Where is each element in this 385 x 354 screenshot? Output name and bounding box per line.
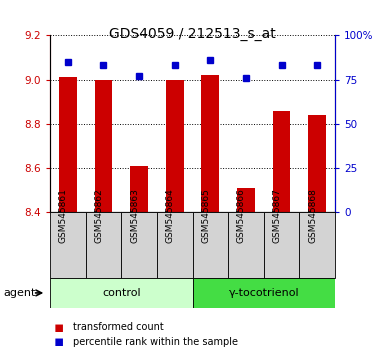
Text: GSM545862: GSM545862: [94, 188, 104, 243]
Text: GSM545868: GSM545868: [308, 188, 317, 243]
Text: GSM545861: GSM545861: [59, 188, 68, 243]
Text: control: control: [102, 288, 141, 298]
Bar: [300, 212, 335, 278]
Bar: [166, 80, 184, 212]
Text: GSM545866: GSM545866: [237, 188, 246, 243]
Text: agent: agent: [4, 288, 36, 298]
Text: GSM545864: GSM545864: [166, 188, 175, 243]
Bar: [308, 115, 326, 212]
Bar: [85, 212, 121, 278]
Bar: [130, 166, 148, 212]
Text: percentile rank within the sample: percentile rank within the sample: [73, 337, 238, 347]
Bar: [50, 278, 192, 308]
Bar: [59, 78, 77, 212]
Text: GSM545865: GSM545865: [201, 188, 210, 243]
Text: ▪: ▪: [54, 334, 64, 349]
Text: GDS4059 / 212513_s_at: GDS4059 / 212513_s_at: [109, 27, 276, 41]
Bar: [237, 188, 255, 212]
Bar: [50, 212, 85, 278]
Text: ▪: ▪: [54, 320, 64, 335]
Bar: [192, 278, 335, 308]
Bar: [201, 75, 219, 212]
Bar: [95, 80, 112, 212]
Text: γ-tocotrienol: γ-tocotrienol: [228, 288, 299, 298]
Text: GSM545863: GSM545863: [130, 188, 139, 243]
Bar: [192, 212, 228, 278]
Bar: [121, 212, 157, 278]
Text: transformed count: transformed count: [73, 322, 164, 332]
Bar: [157, 212, 192, 278]
Bar: [228, 212, 264, 278]
Bar: [264, 212, 300, 278]
Text: GSM545867: GSM545867: [273, 188, 281, 243]
Bar: [273, 111, 290, 212]
